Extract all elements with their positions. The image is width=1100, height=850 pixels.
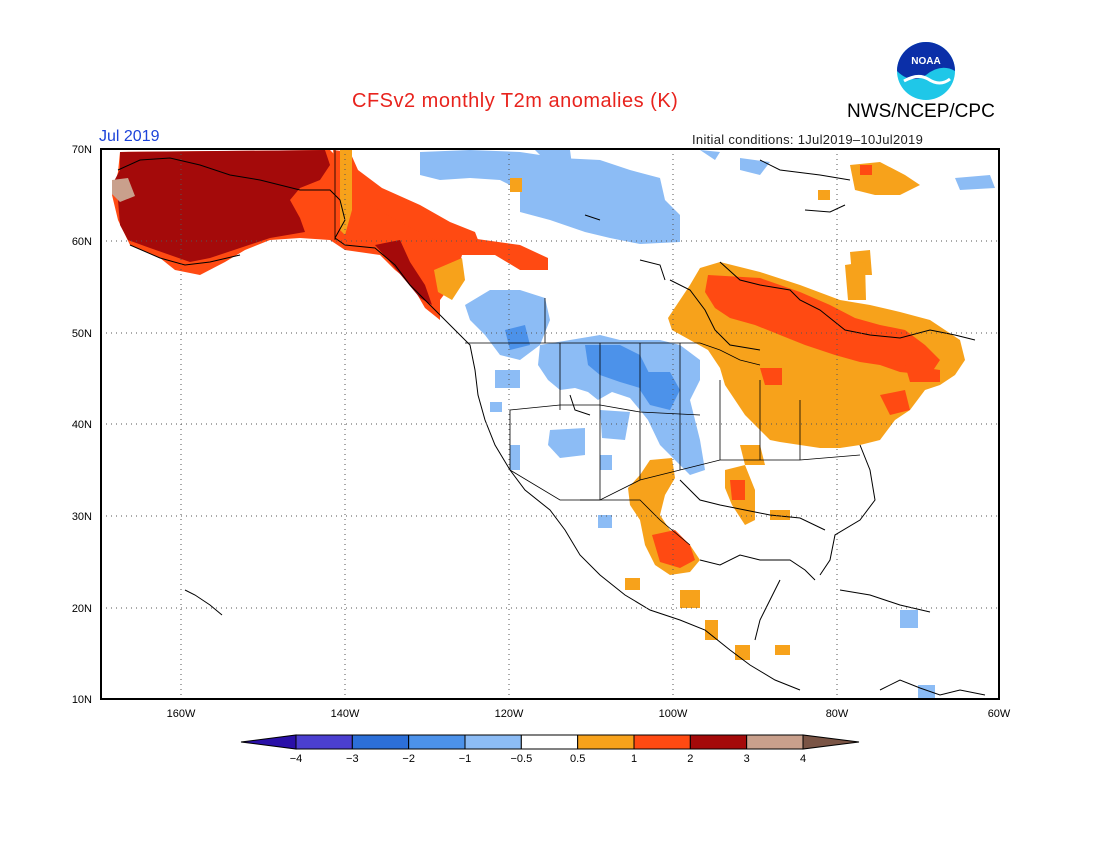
colorbar-tick-label: 1 <box>631 753 637 765</box>
longitude-labels: 160W 140W 120W 100W 80W 60W <box>167 708 1011 720</box>
colorbar-tick-label: −0.5 <box>510 753 532 765</box>
colorbar-bin <box>689 734 748 750</box>
colorbar-bin <box>408 734 466 750</box>
coastlines <box>117 157 986 696</box>
svg-text:NOAA: NOAA <box>911 56 940 67</box>
colorbar-tick-label: 3 <box>744 753 750 765</box>
colorbar: −4 −3 −2 −1 −0.5 0.5 1 2 3 4 <box>240 734 860 765</box>
colorbar-bin <box>351 734 410 750</box>
agency-label: NWS/NCEP/CPC <box>847 101 995 122</box>
latitude-labels: 70N 60N 50N 40N 30N 20N 10N <box>72 144 92 706</box>
colorbar-bin <box>746 734 804 750</box>
lon-label-60w: 60W <box>988 708 1011 720</box>
colorbar-tick-label: −1 <box>459 753 472 765</box>
initial-conditions-label: Initial conditions: 1Jul2019–10Jul2019 <box>692 132 924 147</box>
lon-label-80w: 80W <box>826 708 849 720</box>
graticule <box>101 149 999 699</box>
lon-label-160w: 160W <box>167 708 196 720</box>
lon-label-100w: 100W <box>659 708 688 720</box>
colorbar-tick-label: −2 <box>402 753 415 765</box>
colorbar-bin <box>520 734 579 750</box>
lat-label-20n: 20N <box>72 603 92 615</box>
political-borders <box>334 150 861 546</box>
map-frame <box>100 148 1000 700</box>
colorbar-bin <box>464 734 522 750</box>
colorbar-tick-label: 2 <box>687 753 693 765</box>
lat-label-10n: 10N <box>72 694 92 706</box>
month-label: Jul 2019 <box>99 128 160 145</box>
lat-label-40n: 40N <box>72 419 92 431</box>
lon-label-120w: 120W <box>495 708 524 720</box>
colorbar-tick-label: 0.5 <box>570 753 585 765</box>
lat-label-30n: 30N <box>72 511 92 523</box>
map-title: CFSv2 monthly T2m anomalies (K) <box>352 90 679 112</box>
lat-label-50n: 50N <box>72 328 92 340</box>
colorbar-min-arrow <box>240 734 297 750</box>
colorbar-bin <box>577 734 635 750</box>
lat-label-70n: 70N <box>72 144 92 156</box>
colorbar-max-arrow <box>802 734 860 750</box>
colorbar-bin <box>295 734 353 750</box>
colorbar-tick-label: −3 <box>346 753 359 765</box>
lon-label-140w: 140W <box>331 708 360 720</box>
lat-label-60n: 60N <box>72 236 92 248</box>
colorbar-tick-label: −4 <box>290 753 303 765</box>
noaa-logo-icon: NOAA <box>897 42 955 100</box>
colorbar-tick-label: 4 <box>800 753 806 765</box>
colorbar-bin <box>633 734 691 750</box>
